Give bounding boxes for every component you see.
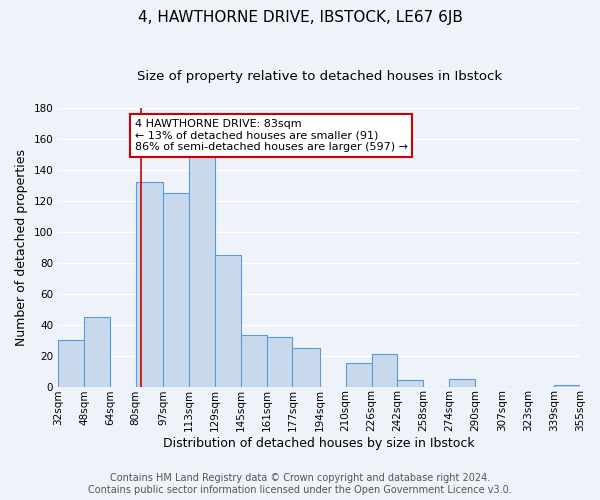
Bar [371, 354, 397, 386]
Title: Size of property relative to detached houses in Ibstock: Size of property relative to detached ho… [137, 70, 502, 83]
Text: 4, HAWTHORNE DRIVE, IBSTOCK, LE67 6JB: 4, HAWTHORNE DRIVE, IBSTOCK, LE67 6JB [137, 10, 463, 25]
Bar [346, 364, 371, 386]
Bar [163, 193, 189, 386]
Bar [241, 336, 266, 386]
Bar [449, 379, 475, 386]
X-axis label: Distribution of detached houses by size in Ibstock: Distribution of detached houses by size … [163, 437, 475, 450]
Y-axis label: Number of detached properties: Number of detached properties [15, 148, 28, 346]
Bar [397, 380, 423, 386]
Text: Contains HM Land Registry data © Crown copyright and database right 2024.
Contai: Contains HM Land Registry data © Crown c… [88, 474, 512, 495]
Bar [292, 348, 320, 387]
Bar [215, 255, 241, 386]
Bar [554, 385, 580, 386]
Bar [266, 337, 292, 386]
Bar [84, 317, 110, 386]
Bar [189, 158, 215, 386]
Bar [58, 340, 84, 386]
Text: 4 HAWTHORNE DRIVE: 83sqm
← 13% of detached houses are smaller (91)
86% of semi-d: 4 HAWTHORNE DRIVE: 83sqm ← 13% of detach… [134, 119, 407, 152]
Bar [136, 182, 163, 386]
